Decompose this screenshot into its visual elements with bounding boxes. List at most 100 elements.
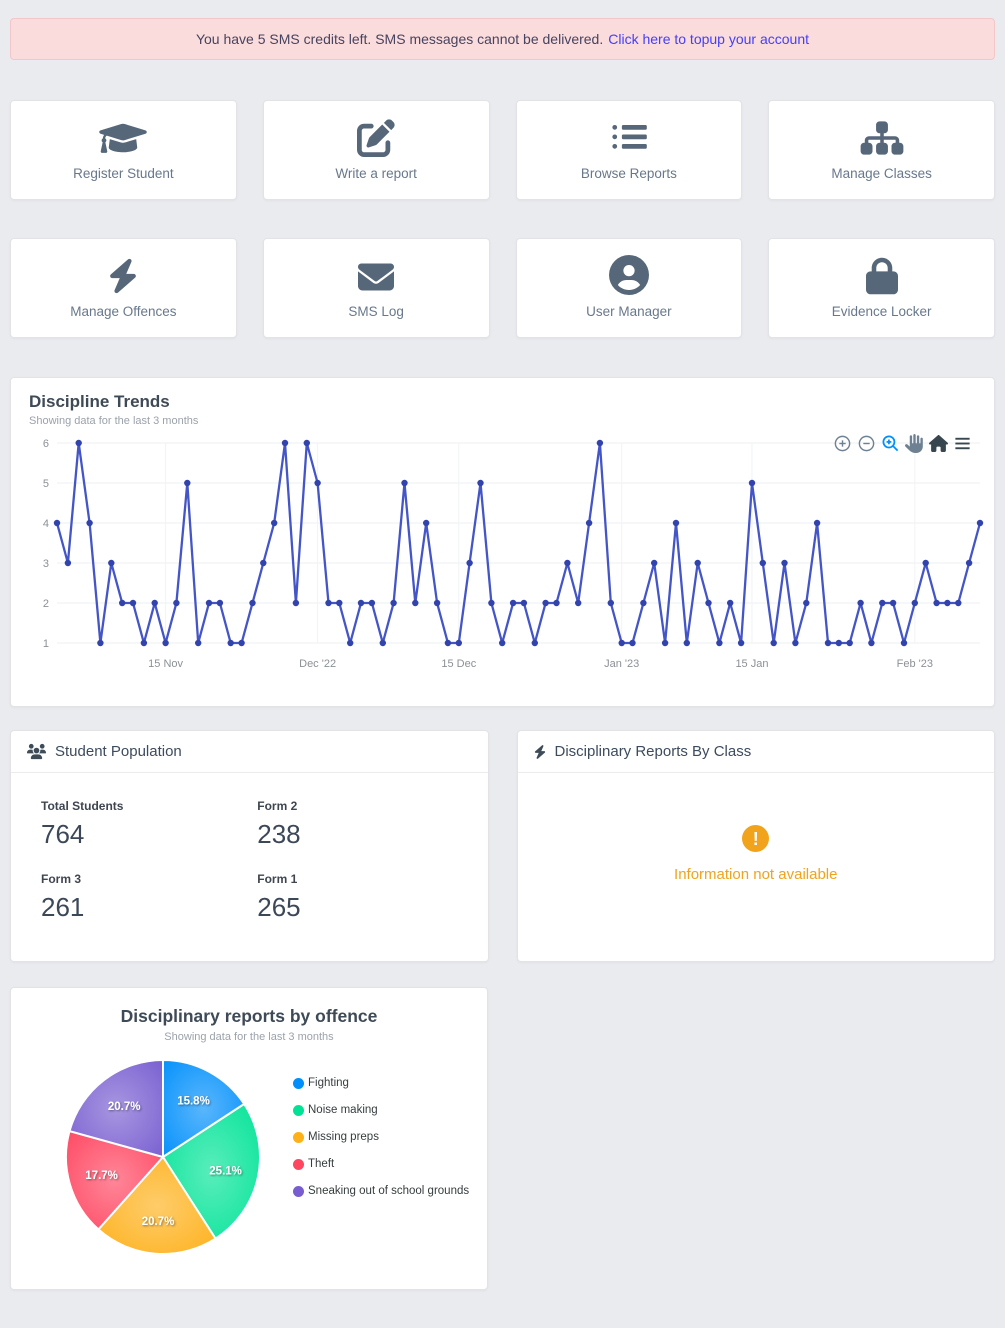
legend-item-theft[interactable]: Theft [293,1158,469,1170]
stat-value: 261 [41,892,85,922]
student-population-header: Student Population [11,731,488,773]
legend-item-missing-preps[interactable]: Missing preps [293,1131,469,1143]
card-label: Browse Reports [580,166,677,181]
stat-value: 265 [257,892,301,922]
legend-item-sneaking-out-of-school-grounds[interactable]: Sneaking out of school grounds [293,1185,469,1197]
card-manage-classes[interactable]: Manage Classes [768,100,995,200]
pie-slice-noise-making[interactable] [161,1102,261,1240]
alert-message: You have 5 SMS credits left. SMS message… [195,31,604,47]
pen-square-icon [357,119,395,157]
card-manage-offences[interactable]: Manage Offences [10,238,237,338]
card-browse-reports[interactable]: Browse Reports [515,100,743,200]
card-label: SMS Log [348,304,404,319]
zoom-out-icon[interactable] [857,434,876,453]
lock-icon [865,257,898,295]
card-user-manager[interactable]: User Manager [515,238,743,338]
chart-toolbar [833,434,972,453]
reports-by-class-card: Disciplinary Reports By Class ! Informat… [516,730,995,962]
bolt-icon [108,257,138,295]
card-sms-log[interactable]: SMS Log [262,238,490,338]
svg-text:5: 5 [43,478,49,490]
card-evidence-locker[interactable]: Evidence Locker [768,238,995,338]
svg-text:15 Jan: 15 Jan [735,658,768,670]
warning-icon: ! [742,825,770,852]
discipline-trends-card: Discipline Trends Showing data for the l… [10,377,995,707]
stat-label: Form 1 [257,872,298,886]
svg-text:15 Dec: 15 Dec [441,658,476,670]
dashboard-page: You have 5 SMS credits left. SMS message… [0,18,1005,1290]
legend-label: Noise making [308,1104,378,1116]
no-data-message: Information not available [674,866,838,883]
card-label: Manage Offences [70,304,177,319]
envelope-icon [354,257,398,295]
stat-label: Total Students [41,799,124,813]
svg-text:6: 6 [43,438,49,450]
offence-pie-chart[interactable]: 15.8% 25.1% 20.7% 17.7% 20.7% [21,1045,293,1273]
pie-slice-label: 20.7% [142,1216,175,1228]
users-icon [27,743,46,760]
student-population-stats: Total Students 764 Form 2 238 Form 3 261 Form … [11,773,488,961]
svg-text:3: 3 [43,558,49,570]
stat-value: 764 [41,819,85,849]
svg-text:1: 1 [43,638,49,650]
pie-slice-fighting[interactable] [162,1058,246,1159]
pie-slice-label: 17.7% [85,1170,118,1182]
sitemap-icon [860,119,904,157]
discipline-trends-line-chart[interactable]: 1 2 3 4 5 6 15 Nov Dec '22 15 Dec Jan '23 15 Jan Fe… [29,427,994,682]
graduation-cap-icon [97,119,149,157]
stat-label: Form 2 [257,799,298,813]
reports-by-class-body: ! Information not available [518,773,995,961]
home-icon[interactable] [929,434,948,453]
legend-item-noise-making[interactable]: Noise making [293,1104,469,1116]
legend-marker-icon [293,1131,304,1143]
quick-action-cards: Register Student Write a report Browse Rep… [10,100,995,338]
list-icon [609,119,649,157]
pie-legend: Fighting Noise making Missing preps Theft Sn… [293,1045,469,1273]
menu-icon[interactable] [953,434,972,453]
card-label: User Manager [586,304,672,319]
sms-credits-alert: You have 5 SMS credits left. SMS message… [10,18,995,60]
legend-marker-icon [293,1077,304,1089]
card-write-a-report[interactable]: Write a report [262,100,490,200]
legend-label: Sneaking out of school grounds [308,1185,470,1197]
pie-subtitle: Showing data for the last 3 months [164,1031,334,1043]
svg-text:15 Nov: 15 Nov [148,658,183,670]
trends-title: Discipline Trends [29,392,170,411]
bolt-icon [534,744,545,759]
card-register-student[interactable]: Register Student [10,100,237,200]
legend-label: Missing preps [308,1131,379,1143]
svg-text:Feb '23: Feb '23 [897,658,933,670]
svg-text:Jan '23: Jan '23 [604,658,639,670]
pie-slice-theft[interactable] [65,1129,165,1231]
stat-form-2: Form 2 238 [257,799,473,850]
card-label: Manage Classes [831,166,932,181]
legend-label: Theft [308,1158,335,1170]
legend-marker-icon [293,1158,304,1170]
legend-marker-icon [293,1185,304,1197]
pie-slice-sneaking-out-of-school-grounds[interactable] [68,1058,164,1159]
trends-subtitle: Showing data for the last 3 months [29,415,199,427]
stat-label: Form 3 [41,872,82,886]
reports-by-class-header: Disciplinary Reports By Class [517,731,994,773]
legend-marker-icon [293,1104,304,1116]
pie-slice-missing-preps[interactable] [96,1155,217,1256]
pie-slice-label: 25.1% [209,1165,242,1177]
stat-total-students: Total Students 764 [41,799,257,850]
pie-slice-label: 15.8% [177,1096,210,1108]
reports-by-offence-card: Disciplinary reports by offence Showing … [10,987,488,1290]
stat-form-3: Form 3 261 [41,872,257,923]
svg-text:2: 2 [43,598,49,610]
pan-icon[interactable] [905,434,924,453]
stat-form-1: Form 1 265 [257,872,473,923]
card-label: Register Student [73,166,174,181]
pie-title: Disciplinary reports by offence [120,1006,378,1026]
topup-link[interactable]: Click here to topup your account [608,31,810,47]
student-population-title: Student Population [55,743,182,760]
selection-zoom-icon[interactable] [881,434,900,453]
card-label: Evidence Locker [831,304,932,319]
svg-text:Dec '22: Dec '22 [299,658,336,670]
card-label: Write a report [335,166,417,181]
zoom-in-icon[interactable] [833,434,852,453]
reports-by-class-title: Disciplinary Reports By Class [554,743,752,760]
legend-item-fighting[interactable]: Fighting [293,1077,469,1089]
